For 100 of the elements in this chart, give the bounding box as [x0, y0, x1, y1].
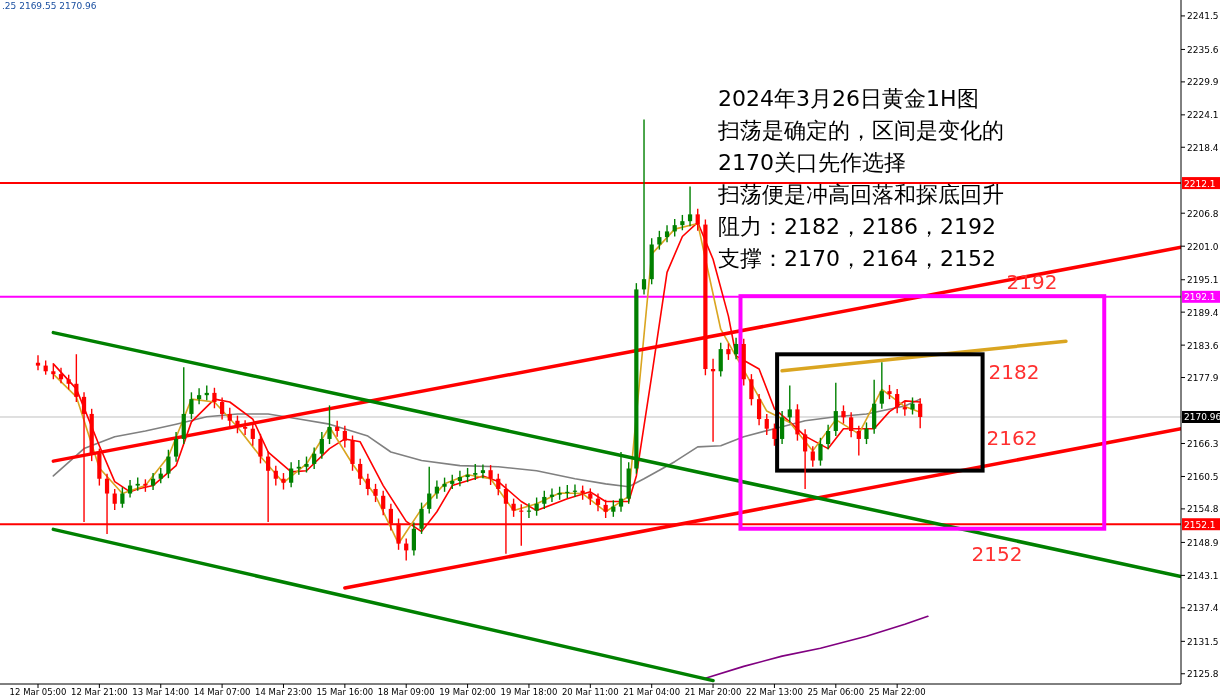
y-tick-label: 2206.8 [1187, 208, 1219, 219]
candlestick [534, 496, 539, 517]
candlestick [196, 387, 202, 405]
annotation: 2192 [1006, 270, 1058, 294]
candlestick [657, 230, 662, 251]
candlestick [342, 425, 347, 449]
candlestick [895, 388, 900, 415]
x-tick-label: 19 Mar 02:00 [439, 687, 496, 697]
y-tick-label: 2137.4 [1187, 603, 1219, 614]
candlestick [756, 393, 762, 426]
candlestick [427, 466, 432, 515]
x-tick-label: 20 Mar 11:00 [561, 687, 619, 697]
y-tick-label: 2131.5 [1187, 636, 1219, 647]
y-tick-label: 2241.5 [1187, 11, 1219, 22]
candlestick [733, 337, 739, 361]
candlestick [258, 433, 263, 465]
x-tick-label: 14 Mar 23:00 [255, 687, 312, 697]
candlestick [542, 489, 547, 510]
candlestick [120, 486, 125, 509]
annotation: 扫荡是确定的，区间是变化的 [717, 118, 1004, 143]
candlestick [818, 437, 823, 467]
annotation: 阻力：2182，2186，2192 [718, 214, 996, 239]
candlestick [603, 499, 608, 519]
candlestick [173, 431, 179, 463]
candlestick [58, 367, 64, 384]
y-tick-label: 2125.8 [1187, 669, 1219, 680]
candlestick [434, 479, 440, 500]
candlestick [220, 396, 225, 421]
ref-line-label: 2170.96 [1184, 412, 1220, 423]
x-tick-label: 14 Mar 07:00 [193, 687, 251, 697]
candlestick [373, 483, 378, 503]
candlestick [335, 420, 340, 438]
ref-line-label: 2192.1 [1184, 292, 1216, 303]
candlestick [243, 419, 248, 436]
candlestick [74, 353, 79, 403]
candlestick [457, 470, 463, 487]
candlestick [687, 185, 693, 227]
candlestick [212, 387, 217, 409]
candlestick [841, 404, 846, 425]
y-tick-label: 2183.6 [1187, 340, 1219, 351]
candlestick [749, 373, 754, 407]
annotation: 2170关口先作选择 [718, 150, 906, 175]
candlestick [779, 410, 785, 445]
y-tick-label: 2195.1 [1187, 275, 1219, 286]
candlestick [250, 422, 255, 447]
y-tick-label: 2177.9 [1187, 373, 1219, 384]
candlestick [480, 463, 486, 479]
candlestick [112, 488, 117, 511]
candlestick [358, 458, 363, 486]
y-tick-label: 2148.9 [1187, 537, 1219, 548]
ref-line-label: 2152.1 [1184, 519, 1216, 530]
candlestick [319, 431, 324, 460]
x-tick-label: 19 Mar 18:00 [500, 687, 558, 697]
y-tick-label: 2201.0 [1187, 241, 1219, 252]
candlestick [772, 422, 777, 447]
candlestick [312, 446, 317, 470]
candlestick [787, 384, 792, 424]
candlestick [849, 411, 854, 438]
candlestick [35, 354, 41, 371]
candlestick [381, 489, 386, 516]
x-tick-label: 18 Mar 09:00 [377, 687, 435, 697]
candlestick [350, 434, 355, 472]
y-tick-label: 2154.8 [1187, 504, 1219, 515]
candlestick [227, 406, 232, 428]
candlestick [810, 445, 815, 468]
candlestick [411, 521, 416, 557]
candlestick [419, 501, 424, 535]
candlestick [166, 449, 171, 479]
x-tick-label: 13 Mar 14:00 [132, 687, 190, 697]
candlestick [826, 424, 831, 450]
candlestick [327, 404, 332, 445]
y-tick-label: 2160.5 [1187, 471, 1219, 482]
candlestick [496, 472, 501, 496]
y-tick-label: 2143.1 [1187, 570, 1219, 581]
y-tick-label: 2218.4 [1187, 142, 1219, 153]
annotation: 2162 [986, 426, 1038, 450]
candlestick [803, 428, 808, 490]
candlestick [764, 413, 769, 436]
x-tick-label: 15 Mar 16:00 [316, 687, 374, 697]
annotation: 2152 [971, 542, 1023, 566]
candlestick [664, 224, 670, 243]
x-tick-label: 22 Mar 13:00 [746, 687, 803, 697]
y-tick-label: 2166.3 [1187, 438, 1219, 449]
annotation: 扫荡便是冲高回落和探底回升 [717, 182, 1004, 207]
candlestick [879, 361, 884, 410]
line-series [52, 398, 921, 488]
candlestick [289, 461, 294, 488]
y-tick-label: 2224.1 [1187, 110, 1219, 121]
ref-line-label: 2212.1 [1184, 178, 1216, 189]
y-tick-label: 2235.6 [1187, 44, 1219, 55]
candlestick [189, 391, 194, 420]
candlestick [488, 464, 493, 486]
y-tick-label: 2189.4 [1187, 307, 1219, 318]
candlestick [273, 464, 278, 487]
y-tick-label: 2229.9 [1187, 77, 1219, 88]
candlestick [618, 451, 624, 513]
candlestick [718, 342, 723, 378]
annotation: .25 2169.55 2170.96 [2, 1, 97, 11]
x-tick-label: 21 Mar 20:00 [684, 687, 742, 697]
candlestick [856, 425, 861, 457]
